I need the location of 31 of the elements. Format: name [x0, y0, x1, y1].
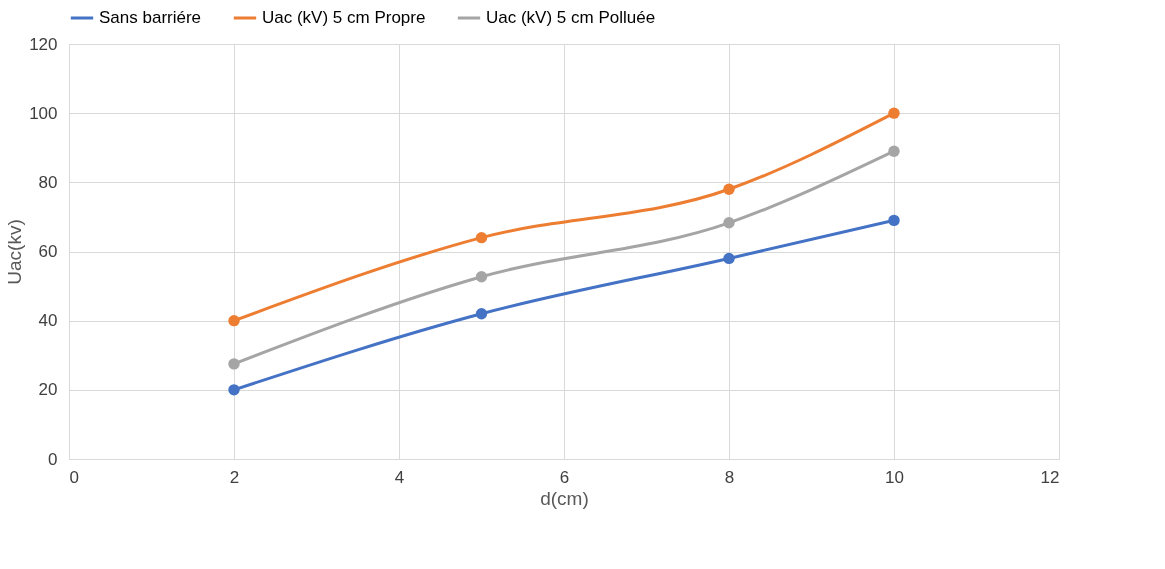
point [228, 358, 240, 370]
point [723, 217, 735, 229]
x-tick-label: 8 [724, 467, 735, 487]
x-tick-label: 4 [394, 467, 405, 487]
legend-label: Uac (kV) 5 cm Polluée [486, 8, 656, 27]
point [475, 308, 488, 320]
point [475, 231, 488, 244]
x-tick-label: 6 [559, 467, 570, 487]
y-tick-label: 40 [38, 311, 58, 331]
legend-label: Uac (kV) 5 cm Propre [262, 8, 426, 27]
point [888, 107, 900, 119]
y-tick-label: 100 [29, 103, 58, 123]
y-tick-label: 20 [38, 380, 58, 400]
point [475, 271, 488, 283]
point [723, 183, 735, 195]
x-axis-title: d(cm) [540, 487, 589, 509]
y-axis-title: Uac(kv) [4, 219, 26, 285]
point [723, 252, 735, 265]
point [228, 384, 240, 396]
point [888, 145, 900, 157]
point [228, 314, 240, 327]
y-tick-label: 60 [38, 242, 58, 261]
y-tick-label: 80 [38, 172, 58, 192]
y-tick-label: 0 [48, 449, 58, 469]
y-tick-label: 120 [29, 34, 58, 54]
x-tick-label: 10 [885, 467, 904, 487]
x-tick-label: 12 [1040, 467, 1060, 487]
point [888, 214, 900, 227]
legend-label: Sans barriére [99, 8, 202, 27]
x-tick-label: 2 [229, 467, 240, 487]
x-tick-label: 0 [69, 467, 79, 487]
